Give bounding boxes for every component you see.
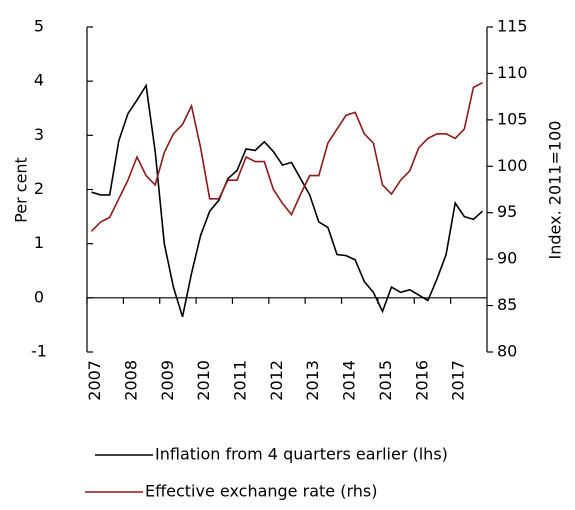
x-tick-label: 2016 (412, 360, 431, 401)
y2-tick-label: 90 (497, 249, 517, 268)
legend-label: Effective exchange rate (rhs) (145, 482, 377, 501)
y2-tick-label: 95 (497, 202, 517, 221)
y-tick-label: 1 (34, 233, 44, 252)
x-tick-label: 2014 (340, 360, 359, 401)
x-tick-label: 2012 (267, 360, 286, 401)
y2-tick-label: 115 (497, 17, 528, 36)
y-tick-label: 0 (34, 287, 44, 306)
y-axis-label: Per cent (12, 157, 31, 223)
legend-label: Inflation from 4 quarters earlier (lhs) (155, 445, 448, 464)
series-line (90, 81, 483, 232)
x-tick-label: 2008 (121, 360, 140, 401)
y2-tick-label: 110 (497, 63, 528, 82)
x-tick-label: 2007 (85, 360, 104, 401)
x-tick-label: 2010 (194, 360, 213, 401)
y2-tick-label: 80 (497, 342, 517, 361)
x-tick-label: 2013 (303, 360, 322, 401)
x-tick-label: 2017 (449, 360, 468, 401)
y-tick-label: -1 (31, 342, 47, 361)
series-line (91, 83, 484, 318)
x-tick-label: 2009 (158, 360, 177, 401)
y2-tick-label: 85 (497, 295, 517, 314)
y-tick-label: 2 (34, 179, 44, 198)
x-tick-label: 2015 (376, 360, 395, 401)
y-tick-label: 4 (34, 71, 44, 90)
y-tick-label: 5 (34, 17, 44, 36)
x-tick-label: 2011 (231, 360, 250, 401)
y2-tick-label: 100 (497, 156, 528, 175)
y-tick-label: 3 (34, 125, 44, 144)
y2-tick-label: 105 (497, 109, 528, 128)
y2-axis-label: Index. 2011=100 (546, 121, 565, 260)
